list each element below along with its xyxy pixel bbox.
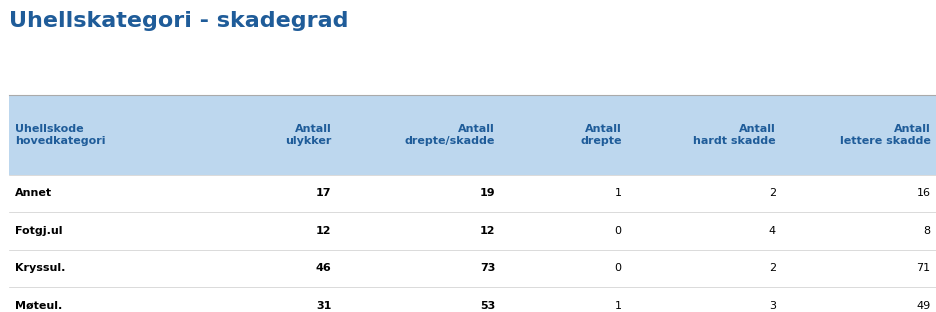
Bar — [9, 250, 936, 287]
Text: 17: 17 — [315, 188, 331, 198]
Text: 2: 2 — [768, 263, 776, 273]
Text: 0: 0 — [615, 263, 622, 273]
Text: Antall
drepte/skadde: Antall drepte/skadde — [404, 124, 495, 146]
Text: 12: 12 — [479, 226, 495, 236]
Text: Antall
hardt skadde: Antall hardt skadde — [694, 124, 776, 146]
Text: Kryssul.: Kryssul. — [15, 263, 66, 273]
Text: 0: 0 — [615, 226, 622, 236]
Text: 1: 1 — [615, 188, 622, 198]
Bar — [9, 175, 936, 212]
Text: 1: 1 — [615, 301, 622, 311]
Text: 3: 3 — [769, 301, 776, 311]
Text: 73: 73 — [480, 263, 495, 273]
Text: 53: 53 — [480, 301, 495, 311]
Text: 31: 31 — [316, 301, 331, 311]
Text: 4: 4 — [768, 226, 776, 236]
Bar — [9, 95, 936, 175]
Text: Annet: Annet — [15, 188, 52, 198]
Text: 8: 8 — [923, 226, 930, 236]
Text: Antall
ulykker: Antall ulykker — [285, 124, 331, 146]
Text: Fotgj.ul: Fotgj.ul — [15, 226, 63, 236]
Text: 12: 12 — [315, 226, 331, 236]
Text: 49: 49 — [916, 301, 930, 311]
Text: 46: 46 — [315, 263, 331, 273]
Bar — [9, 287, 936, 312]
Text: Uhellskategori - skadegrad: Uhellskategori - skadegrad — [9, 11, 349, 31]
Text: 71: 71 — [916, 263, 930, 273]
Text: 19: 19 — [479, 188, 495, 198]
Text: Uhellskode
hovedkategori: Uhellskode hovedkategori — [15, 124, 106, 146]
Bar — [9, 212, 936, 250]
Text: Antall
drepte: Antall drepte — [580, 124, 622, 146]
Text: Møteul.: Møteul. — [15, 301, 62, 311]
Text: 16: 16 — [916, 188, 930, 198]
Text: 2: 2 — [768, 188, 776, 198]
Text: Antall
lettere skadde: Antall lettere skadde — [840, 124, 930, 146]
